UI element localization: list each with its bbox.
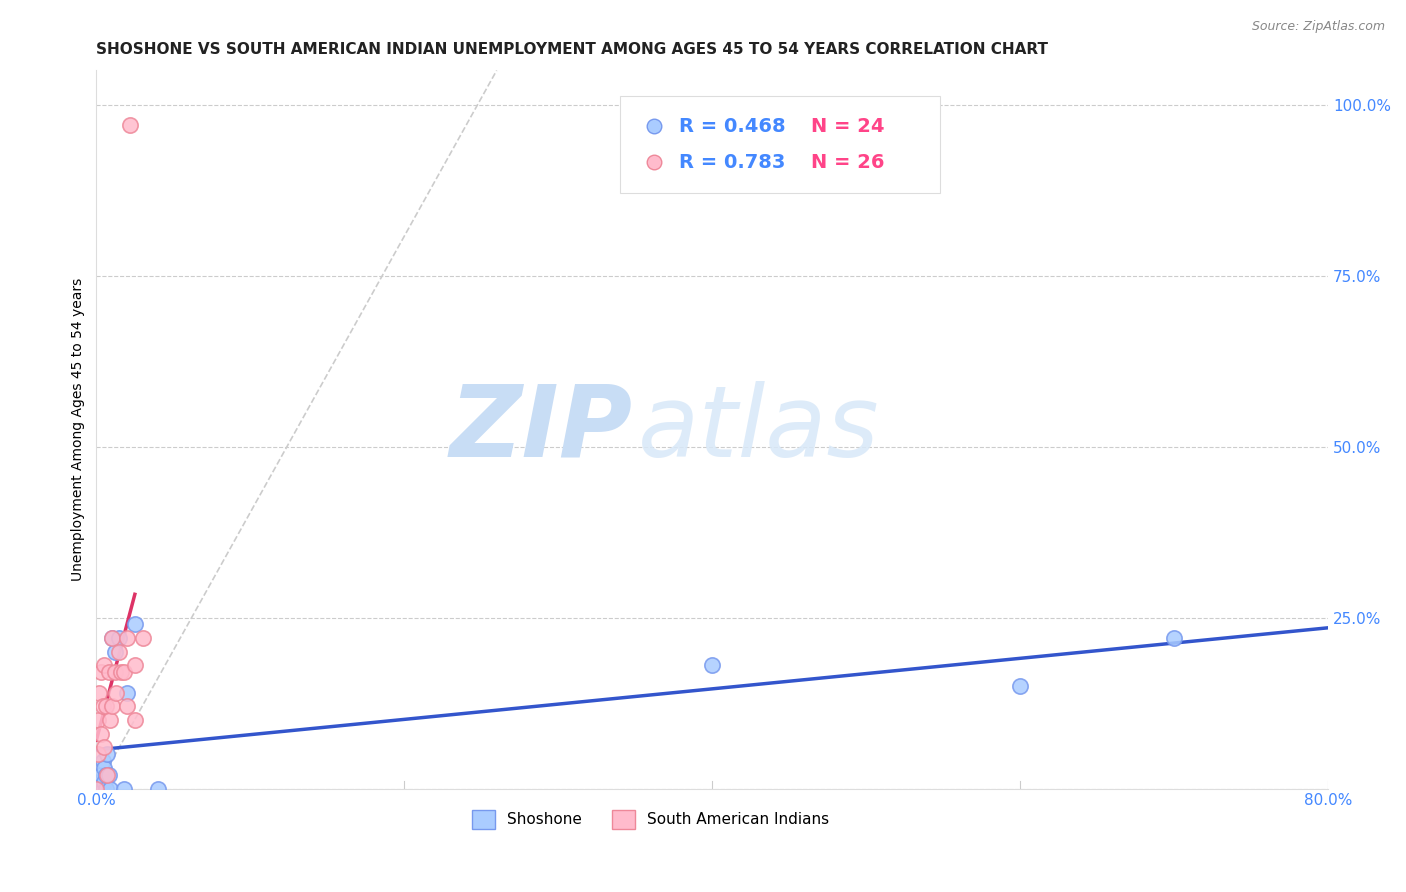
Point — [90, 774, 112, 789]
Point — [87, 781, 110, 796]
Point — [115, 631, 138, 645]
Point — [1163, 631, 1185, 645]
Point — [91, 699, 114, 714]
Point — [146, 781, 169, 796]
Point — [112, 665, 135, 680]
Point — [86, 781, 108, 796]
Point — [93, 774, 115, 789]
Text: N = 24: N = 24 — [811, 117, 884, 136]
Point — [131, 631, 153, 645]
Point — [104, 665, 127, 680]
Point — [110, 665, 132, 680]
Point — [90, 665, 112, 680]
Text: atlas: atlas — [638, 381, 880, 478]
Point — [89, 686, 111, 700]
Point — [90, 768, 112, 782]
Point — [94, 768, 117, 782]
Point — [100, 699, 122, 714]
Point — [94, 699, 117, 714]
Point — [97, 665, 120, 680]
Point — [105, 686, 128, 700]
Point — [89, 781, 111, 796]
Point — [783, 151, 806, 165]
Point — [98, 781, 121, 796]
Legend: Shoshone, South American Indians: Shoshone, South American Indians — [465, 804, 835, 835]
Point — [87, 713, 110, 727]
Point — [100, 631, 122, 645]
Point — [91, 754, 114, 768]
Point — [124, 658, 146, 673]
Point — [98, 713, 121, 727]
Point — [94, 781, 117, 796]
Text: ZIP: ZIP — [449, 381, 633, 478]
Point — [87, 747, 110, 762]
Point — [1010, 679, 1032, 693]
Point — [112, 781, 135, 796]
Point — [108, 645, 131, 659]
Point — [93, 658, 115, 673]
Point — [108, 631, 131, 645]
Point — [93, 761, 115, 775]
Point — [93, 740, 115, 755]
Text: SHOSHONE VS SOUTH AMERICAN INDIAN UNEMPLOYMENT AMONG AGES 45 TO 54 YEARS CORRELA: SHOSHONE VS SOUTH AMERICAN INDIAN UNEMPL… — [97, 42, 1049, 57]
Point — [120, 118, 142, 132]
Point — [124, 617, 146, 632]
Point — [783, 185, 806, 199]
Point — [115, 699, 138, 714]
FancyBboxPatch shape — [620, 95, 941, 193]
Point — [96, 768, 118, 782]
Point — [91, 781, 114, 796]
Point — [124, 713, 146, 727]
Point — [97, 768, 120, 782]
Text: Source: ZipAtlas.com: Source: ZipAtlas.com — [1251, 20, 1385, 33]
Text: R = 0.468: R = 0.468 — [679, 117, 786, 136]
Text: N = 26: N = 26 — [811, 153, 884, 172]
Point — [115, 686, 138, 700]
Point — [87, 774, 110, 789]
Point — [702, 658, 724, 673]
Point — [104, 645, 127, 659]
Point — [96, 747, 118, 762]
Point — [100, 631, 122, 645]
Point — [90, 727, 112, 741]
Y-axis label: Unemployment Among Ages 45 to 54 years: Unemployment Among Ages 45 to 54 years — [72, 277, 86, 581]
Text: R = 0.783: R = 0.783 — [679, 153, 786, 172]
